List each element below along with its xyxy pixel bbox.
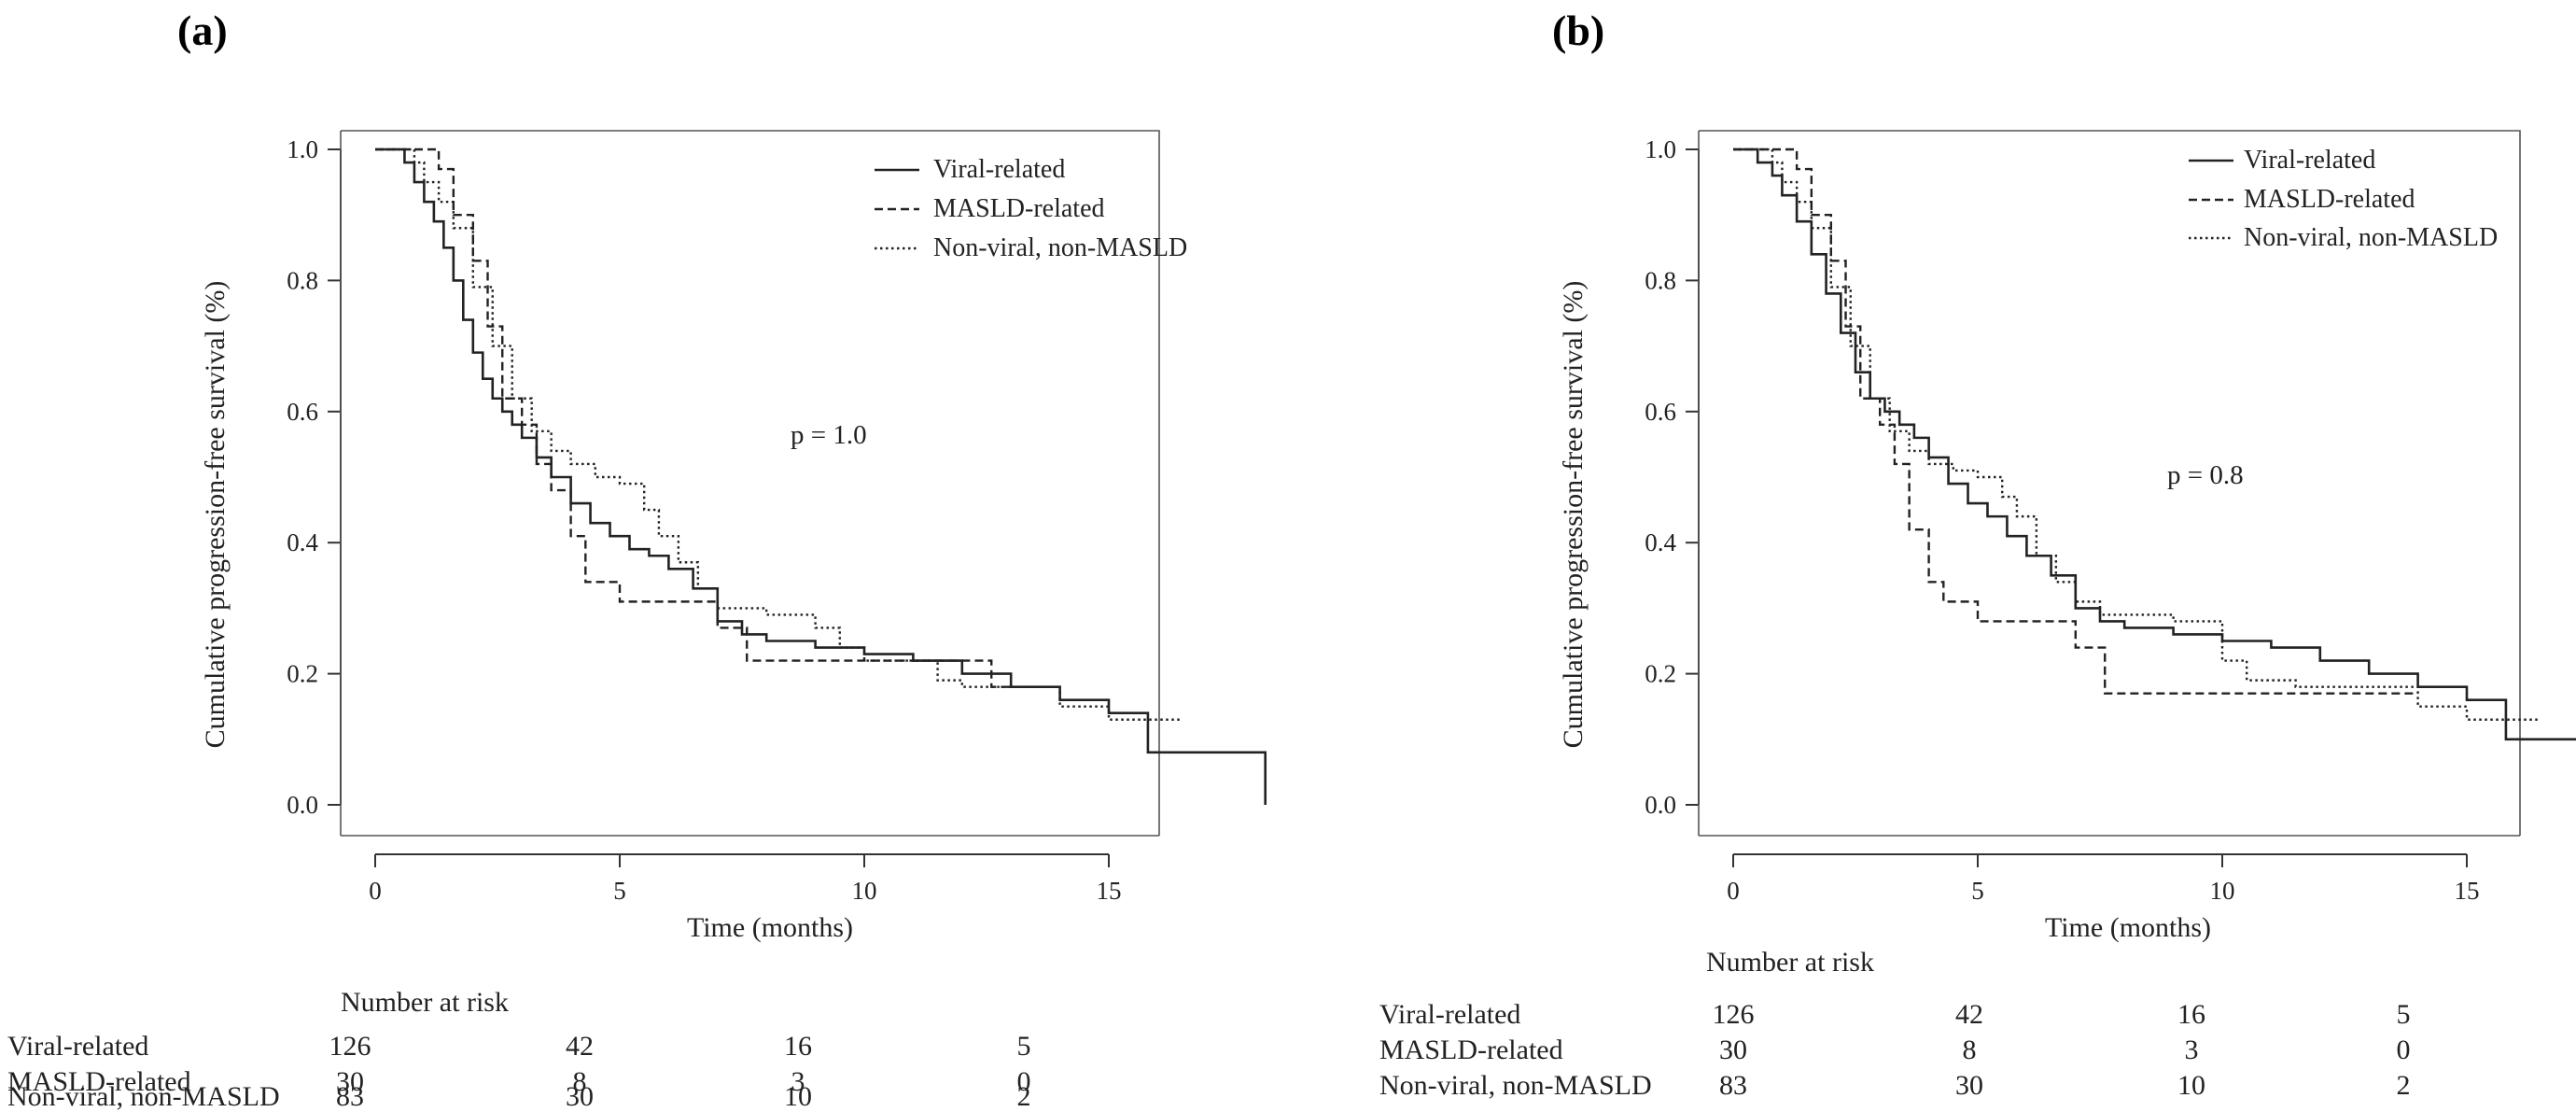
risk-count: 2 <box>1017 1081 1031 1112</box>
risk-count: 16 <box>784 1031 812 1062</box>
y-tick-label: 0.8 <box>1645 266 1676 294</box>
series-line-masld-related <box>375 148 1060 688</box>
risk-count: 30 <box>566 1081 594 1112</box>
x-axis-label: Time (months) <box>2045 912 2211 943</box>
risk-count: 42 <box>566 1031 594 1062</box>
risk-count: 30 <box>1955 1070 1983 1101</box>
risk-row-label: MASLD-related <box>7 1066 191 1097</box>
legend-label: Viral-related <box>933 155 1065 184</box>
x-axis-label: Time (months) <box>687 912 853 943</box>
series-line-non-viral-non-masld <box>1733 148 2541 721</box>
chart-panel-b: (b) 0.0 0.2 0.4 0.6 0.8 1.0 0 5 10 15 Time (months)… <box>1379 7 2576 1101</box>
legend-label: MASLD-related <box>2244 185 2415 214</box>
x-tick-label: 5 <box>613 877 626 905</box>
risk-count: 3 <box>791 1066 805 1097</box>
risk-table-title: Number at risk <box>1706 947 1874 978</box>
risk-count: 10 <box>2177 1070 2205 1101</box>
plot-frame <box>1699 130 2521 836</box>
risk-row-label: Viral-related <box>7 1031 148 1062</box>
x-tick-label: 15 <box>1097 877 1122 905</box>
risk-count: 83 <box>336 1081 364 1112</box>
p-value-annotation: p = 0.8 <box>2167 460 2244 490</box>
risk-count: 83 <box>1719 1070 1747 1101</box>
legend-label: MASLD-related <box>933 194 1105 223</box>
legend-label: Viral-related <box>2244 146 2375 175</box>
y-tick-label: 0.4 <box>1645 528 1676 556</box>
x-tick-label: 10 <box>852 877 877 905</box>
y-tick-label: 0.6 <box>287 398 318 426</box>
y-tick-label: 0.0 <box>287 791 318 819</box>
risk-count: 8 <box>1963 1035 1977 1065</box>
y-tick-label: 0.6 <box>1645 398 1676 426</box>
risk-count: 3 <box>2185 1035 2199 1065</box>
x-tick-label: 5 <box>1971 877 1984 905</box>
p-value-annotation: p = 1.0 <box>791 420 867 450</box>
risk-count: 42 <box>1955 999 1983 1030</box>
risk-count: 5 <box>2397 999 2411 1030</box>
risk-count: 126 <box>329 1031 371 1062</box>
y-tick-label: 0.4 <box>287 528 318 556</box>
risk-count: 16 <box>2177 999 2205 1030</box>
y-tick-label: 0.0 <box>1645 791 1676 819</box>
risk-count: 0 <box>1017 1066 1031 1097</box>
y-axis-label: Cumulative progression-free survival (%) <box>1558 281 1589 749</box>
y-tick-label: 1.0 <box>1645 135 1676 163</box>
risk-row-label: Viral-related <box>1379 999 1520 1030</box>
series-line-masld-related <box>1733 148 2418 695</box>
risk-count: 10 <box>784 1081 812 1112</box>
chart-panel-a: (a) 0.0 0.2 0.4 0.6 0.8 1.0 0 5 10 15 Time (months)… <box>7 7 1267 1112</box>
panel-label: (b) <box>1552 7 1604 54</box>
risk-count: 5 <box>1017 1031 1031 1062</box>
risk-row-label: MASLD-related <box>1379 1035 1563 1065</box>
x-tick-label: 10 <box>2210 877 2235 905</box>
risk-row-label: Non-viral, non-MASLD <box>1379 1070 1652 1101</box>
series-line-non-viral-non-masld <box>375 148 1183 721</box>
risk-count: 2 <box>2397 1070 2411 1101</box>
panel-label: (a) <box>177 7 228 54</box>
y-tick-label: 0.2 <box>1645 660 1676 688</box>
y-axis-label: Cumulative progression-free survival (%) <box>200 281 231 749</box>
legend-label: Non-viral, non-MASLD <box>2244 223 2498 252</box>
risk-count: 0 <box>2397 1035 2411 1065</box>
risk-count: 126 <box>1713 999 1755 1030</box>
risk-count: 30 <box>336 1066 364 1097</box>
risk-table-title: Number at risk <box>341 987 509 1018</box>
y-tick-label: 1.0 <box>287 135 318 163</box>
x-tick-label: 15 <box>2455 877 2480 905</box>
risk-count: 30 <box>1719 1035 1747 1065</box>
y-tick-label: 0.2 <box>287 660 318 688</box>
series-line-viral-related <box>375 148 1267 805</box>
series-line-viral-related <box>1733 148 2576 741</box>
x-tick-label: 0 <box>369 877 382 905</box>
legend-label: Non-viral, non-MASLD <box>933 233 1187 262</box>
risk-count: 8 <box>573 1066 587 1097</box>
x-tick-label: 0 <box>1727 877 1740 905</box>
risk-row-label: Non-viral, non-MASLD <box>7 1081 280 1112</box>
y-tick-label: 0.8 <box>287 266 318 294</box>
plot-frame <box>341 130 1160 836</box>
